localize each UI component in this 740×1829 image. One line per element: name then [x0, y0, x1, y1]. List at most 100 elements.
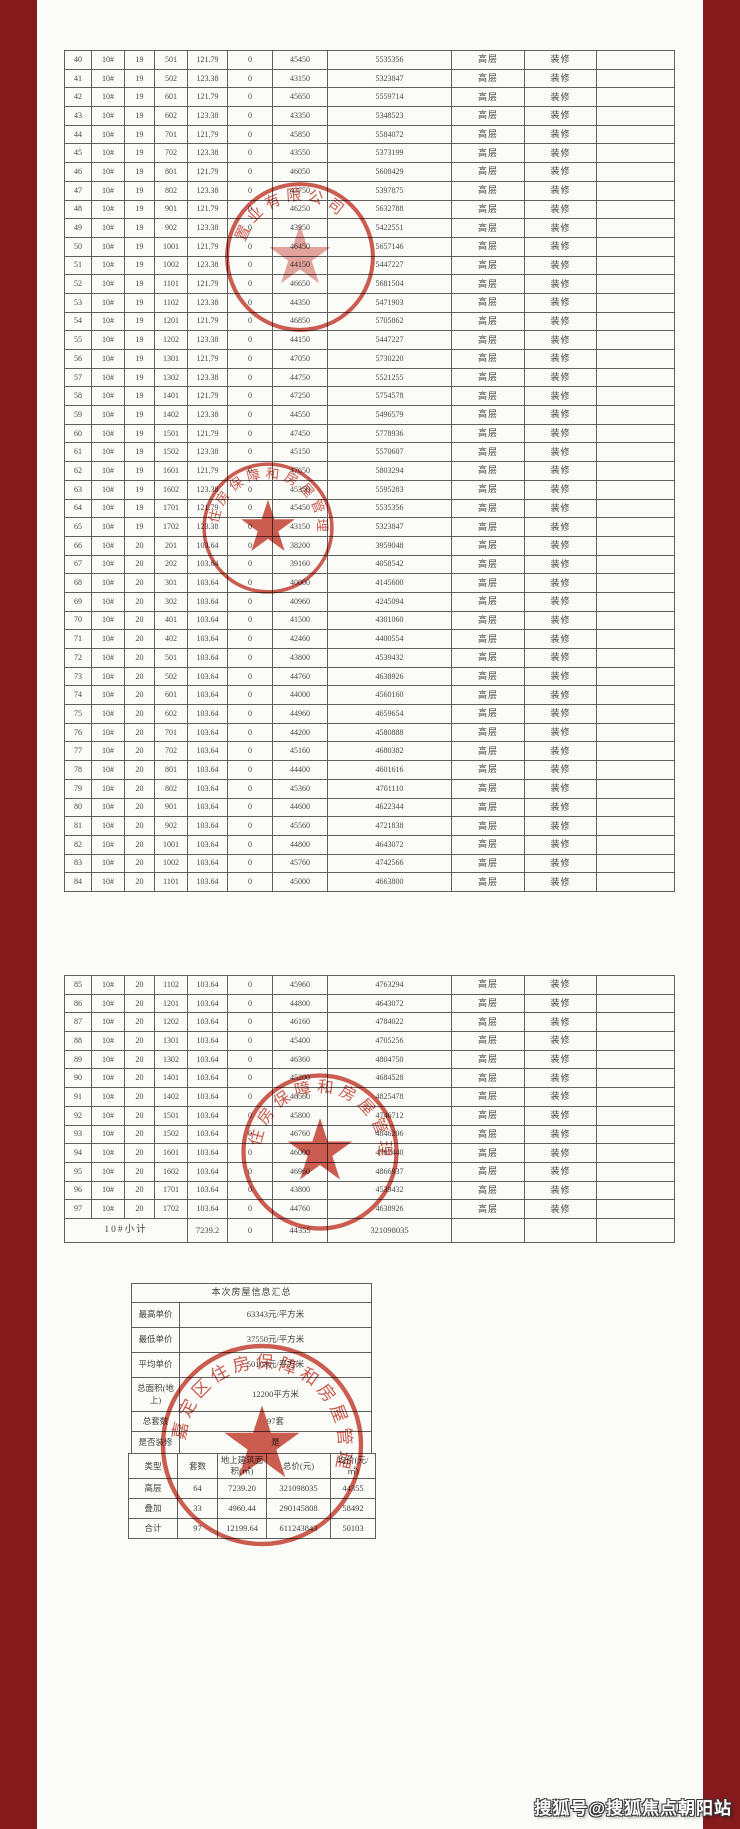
cell: 高层 — [451, 760, 525, 780]
cell: 45800 — [272, 1105, 328, 1126]
cell: 103.64 — [187, 1161, 228, 1182]
cell: 45160 — [272, 741, 328, 762]
cell: 43 — [64, 106, 92, 126]
cell: 51 — [64, 255, 92, 276]
cell: 20 — [124, 741, 155, 762]
cell: 701 — [154, 722, 188, 743]
cell — [596, 311, 675, 332]
cell: 10# — [91, 685, 125, 706]
cell: 装修 — [524, 1087, 597, 1107]
cell — [596, 162, 675, 182]
cell: 高层 — [451, 124, 525, 145]
cell: 19 — [124, 87, 155, 108]
cell: 103.64 — [187, 666, 228, 687]
cell — [596, 1068, 675, 1089]
cell: 装修 — [524, 349, 597, 369]
cell: 10# — [91, 461, 125, 481]
cell: 装修 — [524, 666, 597, 687]
cell: 1702 — [154, 1199, 188, 1219]
cell: 10# — [91, 255, 125, 276]
cell: 5496579 — [327, 405, 452, 425]
summary-label: 最高单价 — [131, 1302, 180, 1328]
cell: 装修 — [524, 517, 597, 537]
summary-row: 总套数 97套 — [131, 1411, 373, 1432]
cell: 5559714 — [327, 87, 452, 108]
cell: 702 — [154, 741, 188, 762]
cell: 801 — [154, 760, 188, 780]
cell — [596, 629, 675, 649]
table-row: 40 10# 19 501 121.79 0 45450 5535356 高层 装修 — [64, 50, 675, 70]
cell: 装修 — [524, 797, 597, 818]
cell: 高层 — [451, 591, 525, 612]
cell: 高层 — [451, 461, 525, 481]
cell — [596, 143, 675, 164]
cell: 4643072 — [327, 993, 452, 1014]
cell — [596, 1217, 675, 1243]
cell — [596, 778, 675, 799]
cell: 装修 — [524, 591, 597, 612]
cell: 103.64 — [187, 629, 228, 649]
cell — [596, 461, 675, 481]
cell: 4560160 — [327, 685, 452, 706]
cell: 10# — [91, 1031, 125, 1051]
cell: 501 — [154, 648, 188, 668]
cell — [596, 255, 675, 276]
cell: 19 — [124, 199, 155, 220]
cell: 5570607 — [327, 442, 452, 463]
cell: 40 — [64, 50, 92, 70]
table-row: 89 10# 20 1302 103.64 0 46360 4804750 高层 装修 — [64, 1049, 675, 1070]
cell: 103.64 — [187, 1087, 228, 1107]
cell: 高层 — [451, 50, 525, 70]
cell: 85 — [64, 975, 92, 995]
cell: 121.79 — [187, 50, 228, 70]
cell: 高层 — [451, 498, 525, 519]
cell: 0 — [227, 124, 273, 145]
table-row: 70 10# 20 401 103.64 0 41500 4301060 高层 装修 — [64, 610, 675, 631]
table-row: 97 10# 20 1702 103.64 0 44760 4638926 高层 装修 — [64, 1199, 675, 1219]
cell: 72 — [64, 648, 92, 668]
paper-page: 40 10# 19 501 121.79 0 45450 5535356 高层 装修 41 10# 19… — [37, 0, 703, 1829]
cell: 装修 — [524, 87, 597, 108]
cell: 10# — [91, 386, 125, 407]
cell: 装修 — [524, 1143, 597, 1163]
cell: 5754578 — [327, 386, 452, 407]
cell: 68 — [64, 573, 92, 593]
cell: 402 — [154, 629, 188, 649]
cell: 0 — [227, 760, 273, 780]
cell — [596, 648, 675, 668]
stats-header-row: 类型套数地上建筑面积(㎡)总价(元)均价(元/㎡) — [128, 1453, 376, 1479]
cell — [596, 1180, 675, 1201]
cell: 0 — [227, 143, 273, 164]
cell: 19 — [124, 423, 155, 444]
cell: 20 — [124, 704, 155, 724]
cell: 47250 — [272, 386, 328, 407]
cell: 501 — [154, 50, 188, 70]
cell: 103.64 — [187, 760, 228, 780]
cell: 装修 — [524, 610, 597, 631]
table-row: 83 10# 20 1002 103.64 0 45760 4742566 高层 装修 — [64, 853, 675, 874]
cell: 19 — [124, 349, 155, 369]
cell: 43800 — [272, 1180, 328, 1201]
cell: 高层 — [451, 423, 525, 444]
cell — [596, 666, 675, 687]
cell: 1702 — [154, 517, 188, 537]
cell: 103.64 — [187, 975, 228, 995]
cell: 装修 — [524, 292, 597, 313]
cell: 4643072 — [327, 834, 452, 855]
cell: 103.64 — [187, 1031, 228, 1051]
cell: 0 — [227, 386, 273, 407]
cell: 0 — [227, 853, 273, 874]
table-row: 96 10# 20 1701 103.64 0 43800 4539432 高层 装修 — [64, 1180, 675, 1201]
cell: 601 — [154, 87, 188, 108]
cell: 103.64 — [187, 1105, 228, 1126]
cell: 高层 — [451, 993, 525, 1014]
cell: 47450 — [272, 423, 328, 444]
cell: 高层 — [451, 1087, 525, 1107]
summary-value: 63343元/平方米 — [178, 1302, 373, 1328]
cell: 103.64 — [187, 853, 228, 874]
cell: 19 — [124, 180, 155, 201]
cell: 20 — [124, 1012, 155, 1033]
cell: 装修 — [524, 648, 597, 668]
cell — [596, 1087, 675, 1107]
cell: 89 — [64, 1049, 92, 1070]
